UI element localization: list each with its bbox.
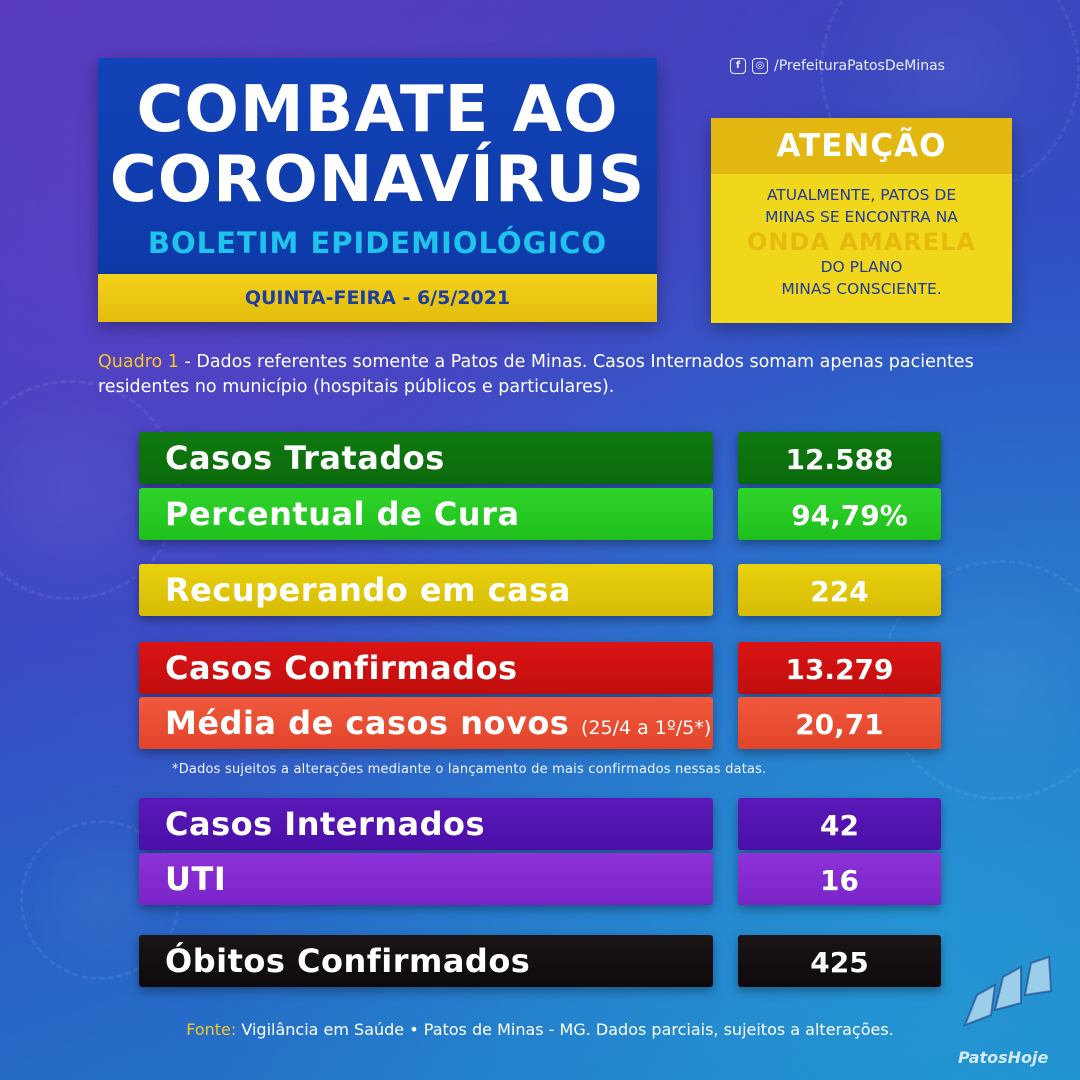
attention-panel: ATENÇÃO ATUALMENTE, PATOS DE MINAS SE EN… xyxy=(711,118,1012,323)
row-label-casos-tratados: Casos Tratados xyxy=(139,432,713,484)
source-line: Fonte: Vigilância em Saúde • Patos de Mi… xyxy=(0,1020,1080,1039)
row-label-uti: UTI xyxy=(139,853,713,905)
note-text: - Dados referentes somente a Patos de Mi… xyxy=(98,352,974,397)
attention-line-4: MINAS CONSCIENTE. xyxy=(781,280,942,298)
row-label-internados: Casos Internados xyxy=(139,798,713,850)
title-line-2: CORONAVÍRUS xyxy=(109,143,646,217)
subtitle: BOLETIM EPIDEMIOLÓGICO xyxy=(147,226,608,260)
table-note: Quadro 1 - Dados referentes somente a Pa… xyxy=(98,350,998,400)
row-label-recuperando: Recuperando em casa xyxy=(139,564,713,616)
facebook-icon: f xyxy=(730,58,746,74)
row-value-recuperando: 224 xyxy=(738,564,941,616)
row-label-obitos: Óbitos Confirmados xyxy=(139,935,713,987)
patoshoje-logo-icon xyxy=(963,955,1053,1027)
media-novos-period: (25/4 a 1º/5*) xyxy=(580,717,712,739)
row-value-casos-tratados: 12.588 xyxy=(738,432,941,484)
social-handle-text: /PrefeituraPatosDeMinas xyxy=(774,58,945,74)
row-value-uti: 16 xyxy=(738,853,941,905)
row-value-casos-confirmados: 13.279 xyxy=(738,642,941,694)
row-value-obitos: 425 xyxy=(738,935,941,987)
row-label-percentual-cura: Percentual de Cura xyxy=(139,488,713,540)
row-value-percentual-cura: 94,79% xyxy=(738,488,941,540)
title-panel: COMBATE AO CORONAVÍRUS BOLETIM EPIDEMIOL… xyxy=(98,58,657,274)
attention-body: ATUALMENTE, PATOS DE MINAS SE ENCONTRA N… xyxy=(711,174,1012,300)
brand-name: PatosHoje xyxy=(958,1048,1049,1067)
media-novos-text: Média de casos novos xyxy=(165,704,570,742)
social-handle[interactable]: f ◎ /PrefeituraPatosDeMinas xyxy=(730,55,945,77)
attention-line-2: MINAS SE ENCONTRA NA xyxy=(765,208,958,226)
title-line-1: COMBATE AO xyxy=(136,73,619,147)
row-value-internados: 42 xyxy=(738,798,941,850)
attention-line-1: ATUALMENTE, PATOS DE xyxy=(766,186,957,204)
instagram-icon: ◎ xyxy=(752,58,768,74)
row-label-media-novos: Média de casos novos (25/4 a 1º/5*) xyxy=(139,697,713,749)
note-lead: Quadro 1 xyxy=(98,352,179,372)
attention-line-3: DO PLANO xyxy=(820,258,903,276)
source-lead: Fonte: xyxy=(186,1020,237,1039)
row-label-casos-confirmados: Casos Confirmados xyxy=(139,642,713,694)
footnote: *Dados sujeitos a alterações mediante o … xyxy=(172,762,767,777)
source-text: Vigilância em Saúde • Patos de Minas - M… xyxy=(236,1020,894,1039)
attention-heading: ATENÇÃO xyxy=(711,118,1012,174)
attention-highlight: ONDA AMARELA xyxy=(746,228,977,256)
row-value-media-novos: 20,71 xyxy=(738,697,941,749)
date-label: QUINTA-FEIRA - 6/5/2021 xyxy=(98,274,657,322)
